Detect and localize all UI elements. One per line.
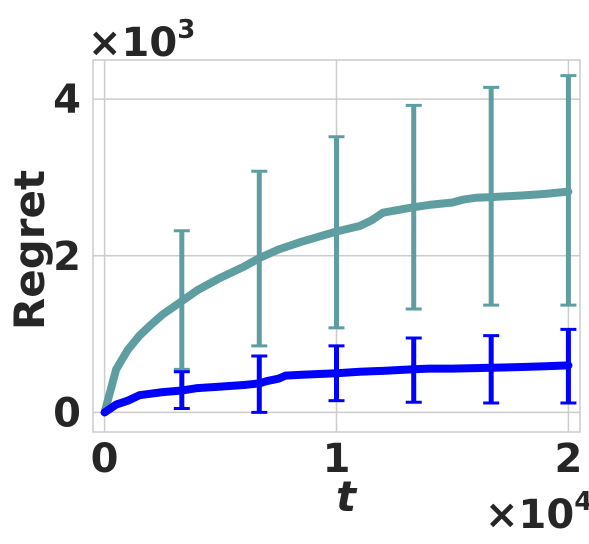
y-multiplier: ×103	[88, 15, 195, 66]
series-2	[100, 327, 577, 417]
y-multiplier-base: ×10	[88, 20, 177, 66]
error-bar	[173, 370, 190, 411]
error-bar	[405, 103, 422, 311]
y-tick-label: 4	[53, 77, 81, 123]
x-tick-label: 2	[554, 436, 582, 482]
error-bar	[173, 229, 190, 371]
y-axis-label: Regret	[5, 170, 54, 330]
x-axis-label: t	[336, 472, 358, 521]
error-bar	[483, 85, 500, 307]
error-bar	[328, 344, 345, 403]
y-multiplier-exponent: 3	[177, 15, 195, 45]
x-multiplier-exponent: 4	[574, 487, 589, 517]
error-bar	[251, 169, 268, 348]
error-bar	[483, 334, 500, 405]
error-bar	[560, 327, 577, 405]
ticks-layer: 0 1 2 0 2 4	[53, 77, 582, 482]
error-bar	[328, 135, 345, 330]
x-tick-label: 1	[323, 436, 351, 482]
y-tick-label: 0	[53, 390, 81, 436]
series-line	[100, 361, 573, 417]
error-bar	[251, 354, 268, 414]
series-layer	[100, 74, 577, 417]
x-multiplier-base: ×10	[485, 492, 574, 538]
series-line	[100, 187, 573, 417]
x-multiplier: ×104	[485, 487, 589, 538]
error-bar	[405, 336, 422, 404]
series-1	[100, 74, 577, 417]
x-tick-label: 0	[91, 436, 119, 482]
error-bar	[560, 74, 577, 307]
plot-frame	[92, 59, 581, 433]
y-tick-label: 2	[53, 234, 81, 280]
